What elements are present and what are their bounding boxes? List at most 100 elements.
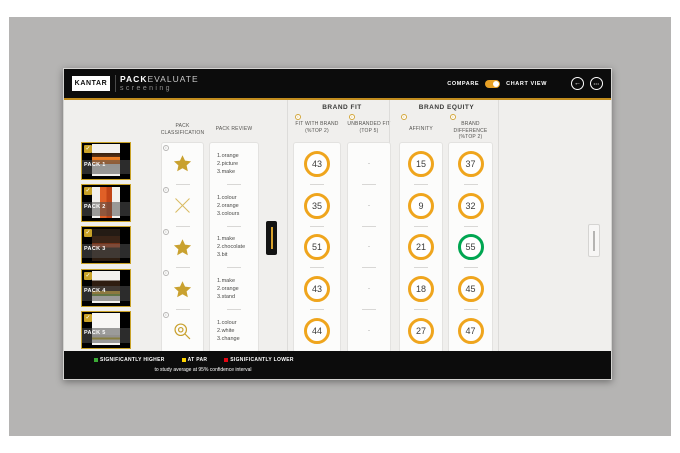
fit-score-ring: 43	[304, 150, 330, 177]
unbranded-fit-card: - - - - -	[347, 142, 391, 353]
review-line: 3.change	[217, 336, 240, 343]
info-icon[interactable]: i	[163, 312, 169, 319]
magnifier-icon	[174, 323, 191, 339]
col-label-line: UNBRANDED FIT	[347, 121, 391, 127]
scrollbar-thumb	[593, 230, 595, 251]
col-label-line: (TOP 5)	[359, 127, 379, 134]
score-cell: 55	[449, 227, 492, 269]
col-label-line: FIT WITH BRAND	[295, 121, 339, 127]
review-line: 1.make	[217, 278, 236, 285]
affinity-score-ring: 9	[408, 192, 434, 219]
score-cell: 44	[294, 310, 340, 352]
review-cell: 1.orange 2.picture 3.make	[210, 143, 258, 185]
checkbox-checked-icon[interactable]: ✓	[84, 145, 92, 153]
fit-score-ring: 35	[304, 192, 330, 219]
info-icon[interactable]: i	[349, 114, 355, 120]
info-icon[interactable]: i	[163, 228, 169, 235]
column-header-pack-classification: PACK CLASSIFICATION	[159, 123, 206, 136]
legend-label: SIGNIFICANTLY LOWER	[230, 357, 294, 363]
group-header-brand-fit: BRAND FIT	[322, 104, 362, 111]
info-icon[interactable]: i	[450, 114, 456, 120]
col-label-line: CLASSIFICATION	[160, 129, 205, 136]
pack-label: PACK 4	[84, 288, 106, 295]
right-scrollbar[interactable]	[588, 224, 600, 257]
review-cell: 1.make 2.orange 3.stand	[210, 268, 258, 310]
pack-thumbnail[interactable]: ✓ PACK 3	[81, 226, 131, 265]
score-cell: 35	[294, 185, 340, 227]
significance-legend: SIGNIFICANTLY HIGHER AT PAR SIGNIFICANTL…	[94, 357, 294, 363]
column-header-pack-review: PACK REVIEW	[215, 126, 253, 132]
checkbox-checked-icon[interactable]: ✓	[84, 187, 92, 196]
difference-score-ring: 32	[457, 192, 484, 219]
review-line: 2.picture	[217, 160, 239, 167]
back-button[interactable]: ←	[571, 77, 584, 90]
group-header-brand-equity: BRAND EQUITY	[418, 104, 475, 111]
compare-label: COMPARE	[447, 80, 480, 87]
view-toggle[interactable]	[485, 79, 501, 88]
info-icon[interactable]: i	[401, 114, 407, 120]
info-icon[interactable]: i	[163, 186, 169, 193]
affinity-score-ring: 18	[408, 276, 434, 303]
app-title-light: EVALUATE	[147, 74, 199, 84]
score-cell: 18	[400, 268, 442, 310]
review-line: 3.bit	[217, 252, 228, 259]
no-data-cell: -	[348, 143, 390, 185]
score-cell: 9	[400, 185, 442, 227]
affinity-score-ring: 27	[408, 318, 434, 345]
review-cell: 1.colour 2.white 3.change	[210, 310, 258, 352]
difference-score-ring: 37	[457, 150, 484, 177]
classification-cell: i	[162, 227, 203, 269]
green-square-icon	[94, 358, 98, 362]
star-icon	[173, 239, 192, 256]
score-cell: 21	[400, 227, 442, 269]
legend-item-higher: SIGNIFICANTLY HIGHER	[94, 357, 165, 363]
pack-classification-card: i i i i i	[161, 142, 204, 353]
review-line: 3.stand	[217, 294, 236, 301]
scrollbar-thumb	[270, 227, 273, 249]
chart-view-label: CHART VIEW	[506, 80, 547, 87]
app-footer: SIGNIFICANTLY HIGHER AT PAR SIGNIFICANTL…	[64, 351, 611, 379]
score-cell: 43	[294, 268, 340, 310]
checkbox-checked-icon[interactable]: ✓	[84, 229, 92, 238]
legend-label: AT PAR	[187, 357, 208, 363]
info-icon[interactable]: i	[295, 114, 301, 120]
difference-score-ring: 55	[457, 234, 484, 261]
app-title: PACKEVALUATE screening	[120, 73, 199, 94]
info-icon[interactable]: i	[163, 145, 169, 151]
app-subtitle: screening	[120, 85, 172, 92]
column-header-unbranded-fit: UNBRANDED FIT (TOP 5)	[347, 121, 391, 134]
pack-thumbnail[interactable]: ✓ PACK 1	[81, 142, 131, 180]
review-line: 2.orange	[217, 286, 239, 293]
app-header: KANTAR PACKEVALUATE screening COMPARE CH…	[64, 69, 611, 100]
checkbox-checked-icon[interactable]: ✓	[84, 271, 92, 280]
column-scrollbar[interactable]	[266, 221, 277, 255]
no-data-cell: -	[348, 227, 390, 269]
review-cell: 1.make 2.chocolate 3.bit	[210, 227, 258, 269]
classification-cell: i	[162, 310, 203, 352]
review-cell: 1.colour 2.orange 3.colours	[210, 185, 258, 227]
column-header-affinity: AFFINITY	[409, 126, 433, 132]
column-header-fit-with-brand: FIT WITH BRAND (%TOP 2)	[293, 121, 341, 134]
brand-difference-card: 37 32 55 45 47	[448, 142, 493, 353]
app-title-bold: PACK	[120, 74, 148, 84]
more-options-button[interactable]: •••	[590, 77, 603, 90]
difference-score-ring: 47	[457, 318, 484, 345]
checkbox-checked-icon[interactable]: ✓	[84, 313, 92, 322]
app-window: KANTAR PACKEVALUATE screening COMPARE CH…	[63, 68, 612, 380]
star-icon	[173, 280, 192, 298]
review-line: 1.colour	[217, 320, 237, 327]
review-line: 1.make	[217, 236, 236, 243]
pack-thumbnail[interactable]: ✓ PACK 4	[81, 268, 131, 307]
review-line: 3.make	[217, 168, 236, 175]
col-label-line: BRAND DIFFERENCE	[453, 121, 488, 134]
pack-label: PACK 5	[84, 330, 106, 337]
thumbnail-shade	[82, 201, 130, 217]
thumbnail-shade	[82, 243, 130, 259]
back-arrow-icon: ←	[574, 80, 581, 87]
pack-thumbnail[interactable]: ✓ PACK 5	[81, 310, 131, 349]
info-icon[interactable]: i	[163, 270, 169, 277]
thumbnail-shade	[82, 286, 130, 301]
no-data-cell: -	[348, 268, 390, 310]
score-cell: 45	[449, 268, 492, 310]
pack-thumbnail[interactable]: ✓ PACK 2	[81, 184, 131, 223]
